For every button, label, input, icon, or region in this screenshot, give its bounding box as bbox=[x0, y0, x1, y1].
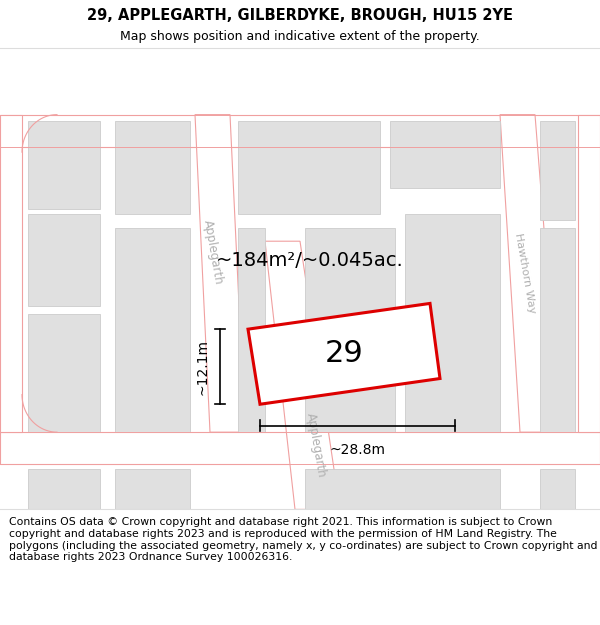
Polygon shape bbox=[405, 214, 500, 432]
Polygon shape bbox=[0, 114, 22, 432]
Polygon shape bbox=[28, 314, 100, 432]
Polygon shape bbox=[115, 228, 190, 432]
Polygon shape bbox=[248, 303, 440, 404]
Text: ~184m²/~0.045ac.: ~184m²/~0.045ac. bbox=[216, 251, 404, 270]
Text: Map shows position and indicative extent of the property.: Map shows position and indicative extent… bbox=[120, 29, 480, 42]
Polygon shape bbox=[305, 469, 500, 509]
Polygon shape bbox=[28, 469, 100, 509]
Text: Contains OS data © Crown copyright and database right 2021. This information is : Contains OS data © Crown copyright and d… bbox=[9, 518, 598, 562]
Polygon shape bbox=[540, 121, 575, 220]
Polygon shape bbox=[540, 228, 575, 432]
Polygon shape bbox=[390, 121, 500, 188]
Polygon shape bbox=[500, 114, 560, 432]
Polygon shape bbox=[540, 469, 575, 509]
Polygon shape bbox=[0, 114, 600, 147]
Polygon shape bbox=[0, 432, 600, 464]
Polygon shape bbox=[238, 121, 380, 214]
Text: Hawthorn Way: Hawthorn Way bbox=[513, 232, 537, 314]
Text: 29: 29 bbox=[325, 339, 364, 368]
Polygon shape bbox=[28, 214, 100, 306]
Text: Applegarth: Applegarth bbox=[201, 219, 225, 286]
Polygon shape bbox=[195, 114, 245, 432]
Text: ~12.1m: ~12.1m bbox=[196, 339, 210, 395]
Polygon shape bbox=[265, 241, 340, 509]
Polygon shape bbox=[578, 114, 600, 432]
Polygon shape bbox=[28, 121, 100, 209]
Text: ~28.8m: ~28.8m bbox=[329, 443, 386, 457]
Text: 29, APPLEGARTH, GILBERDYKE, BROUGH, HU15 2YE: 29, APPLEGARTH, GILBERDYKE, BROUGH, HU15… bbox=[87, 8, 513, 23]
Polygon shape bbox=[305, 228, 395, 432]
Text: Applegarth: Applegarth bbox=[304, 412, 328, 479]
Polygon shape bbox=[238, 228, 265, 432]
Polygon shape bbox=[115, 469, 190, 509]
Polygon shape bbox=[115, 121, 190, 214]
